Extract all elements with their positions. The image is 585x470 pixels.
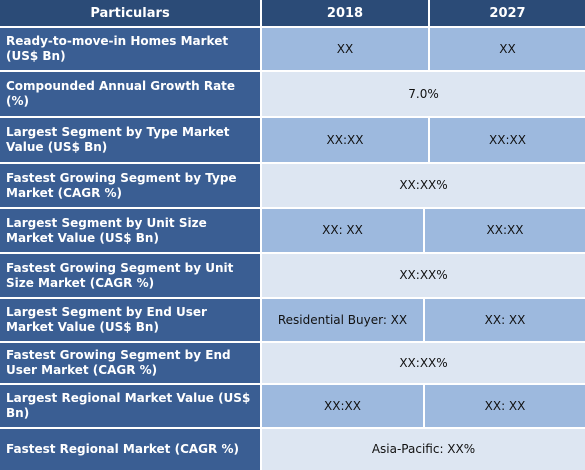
header-2018: 2018	[262, 0, 428, 26]
row-label-cagr: Compounded Annual Growth Rate (%)	[0, 72, 260, 116]
row-label-fastest-end-user: Fastest Growing Segment by End User Mark…	[0, 343, 260, 383]
row-label-market-value: Ready-to-move-in Homes Market (US$ Bn)	[0, 28, 260, 70]
row-label-largest-type: Largest Segment by Type Market Value (US…	[0, 118, 260, 162]
row-value-merged: XX:XX%	[262, 164, 585, 207]
row-value-2018: XX	[262, 28, 428, 70]
header-2027: 2027	[430, 0, 585, 26]
row-value-merged: XX:XX%	[262, 343, 585, 383]
row-value-2018: XX: XX	[262, 209, 423, 252]
row-value-2027: XX: XX	[425, 385, 585, 427]
row-value-2027: XX:XX	[430, 118, 585, 162]
row-label-largest-unit-size: Largest Segment by Unit Size Market Valu…	[0, 209, 260, 252]
row-value-2027: XX:XX	[425, 209, 585, 252]
row-value-2018: XX:XX	[262, 118, 428, 162]
row-value-2027: XX: XX	[425, 299, 585, 341]
row-value-merged: 7.0%	[262, 72, 585, 116]
row-label-fastest-type: Fastest Growing Segment by Type Market (…	[0, 164, 260, 207]
row-label-largest-regional: Largest Regional Market Value (US$ Bn)	[0, 385, 260, 427]
row-value-2018: XX:XX	[262, 385, 423, 427]
row-value-merged: XX:XX%	[262, 254, 585, 297]
row-value-merged: Asia-Pacific: XX%	[262, 429, 585, 470]
header-particulars: Particulars	[0, 0, 260, 26]
row-value-2027: XX	[430, 28, 585, 70]
row-label-fastest-unit-size: Fastest Growing Segment by Unit Size Mar…	[0, 254, 260, 297]
row-label-largest-end-user: Largest Segment by End User Market Value…	[0, 299, 260, 341]
row-label-fastest-regional: Fastest Regional Market (CAGR %)	[0, 429, 260, 470]
row-value-2018: Residential Buyer: XX	[262, 299, 423, 341]
